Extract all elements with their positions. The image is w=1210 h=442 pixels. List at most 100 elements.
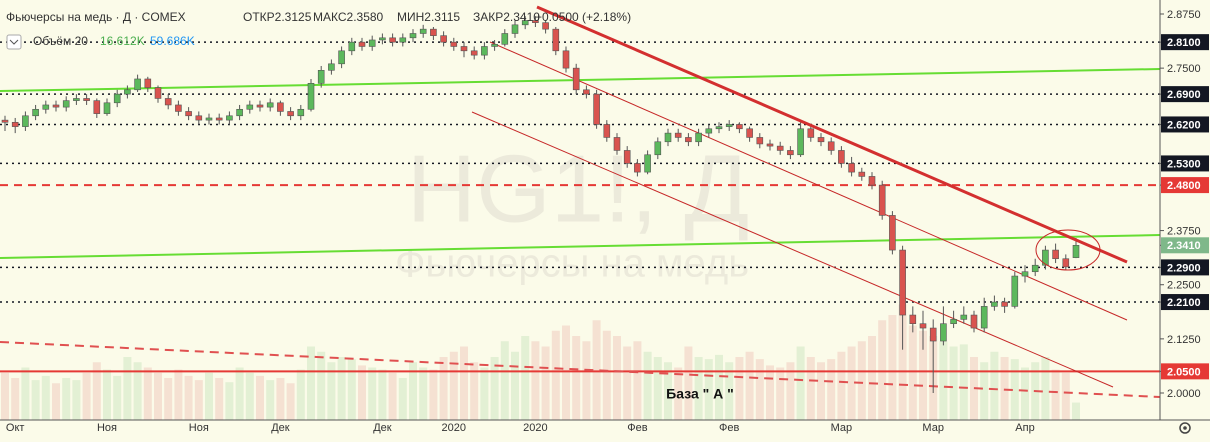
price-label-box [1161, 177, 1209, 194]
channel-line [489, 41, 1128, 321]
volume-bar [959, 344, 968, 420]
candle-layer [1, 16, 1080, 394]
candle-body [603, 124, 611, 138]
candle-body [236, 108, 243, 117]
candle-body [919, 323, 927, 329]
volume-bar [52, 383, 60, 420]
candle-body [521, 20, 529, 26]
settings-icon-center [1183, 426, 1187, 430]
candle-body [389, 37, 396, 43]
candle-body [277, 102, 284, 112]
volume-bar [307, 346, 315, 420]
volume-bar [276, 378, 285, 420]
volume-bar [500, 341, 509, 420]
candle-body [776, 145, 784, 151]
y-tick-label: 2.1250 [1167, 334, 1201, 346]
volume-bar [470, 362, 479, 420]
watermark-symbol: HG1!, Д [407, 135, 749, 242]
volume-bar [643, 351, 652, 420]
settings-button[interactable] [1179, 422, 1191, 434]
candle-body [1, 119, 9, 123]
ohlc-open: ОТКР2.3125 [243, 10, 312, 24]
price-label-box [1161, 294, 1209, 311]
volume-bar [613, 336, 621, 420]
x-tick-label: Фев [719, 422, 739, 434]
candle-body [328, 63, 335, 71]
candle-body [1062, 258, 1070, 268]
x-tick-label: Окт [6, 422, 25, 434]
volume-bar [490, 357, 499, 420]
candle-body [164, 98, 172, 106]
candle-body [848, 163, 855, 173]
volume-bar [398, 378, 407, 420]
volume-bar [878, 320, 887, 420]
volume-bar [919, 330, 927, 420]
candle-body [1001, 301, 1008, 307]
price-label-box [1161, 237, 1209, 254]
trend-line [536, 5, 1128, 264]
volume-bar [592, 320, 601, 420]
x-tick-label: Дек [271, 422, 290, 434]
candle-body [552, 28, 560, 52]
candle-body [542, 22, 549, 30]
volume-bar [378, 369, 387, 420]
candle-body [705, 128, 713, 134]
x-tick-label: Фев [627, 422, 647, 434]
candle-body [11, 121, 19, 127]
volume-bar [755, 359, 764, 420]
candle-body [62, 100, 70, 108]
volume-bar [939, 341, 948, 420]
highlight-ellipse [1035, 229, 1101, 271]
candle-body [1042, 249, 1049, 266]
candle-body [736, 124, 743, 130]
volume-bar [868, 336, 876, 420]
volume-bar [31, 380, 40, 420]
volume-bar [817, 362, 825, 420]
ohlc-high: МАКС2.3580 [313, 10, 384, 24]
candle-body [868, 176, 876, 186]
volume-bar [1041, 357, 1050, 420]
volume-bar [286, 383, 295, 420]
x-tick-label: Ноя [189, 422, 209, 434]
candle-body [205, 117, 213, 121]
volume-bar [358, 365, 366, 420]
candle-body [644, 154, 651, 173]
candle-body [317, 70, 325, 84]
volume-bar [1, 372, 9, 420]
candle-body [83, 98, 90, 101]
candle-body [93, 100, 101, 114]
collapse-icon [9, 39, 19, 45]
candle-body [134, 78, 141, 91]
price-label-box [1161, 155, 1209, 172]
volume-bar [551, 330, 560, 420]
collapse-button[interactable] [6, 34, 22, 50]
candle-body [368, 39, 376, 47]
y-tick-label: 2.8100 [1167, 37, 1201, 49]
candle-body [419, 28, 427, 34]
x-tick-label: Мар [831, 422, 853, 434]
candle-body [215, 117, 223, 121]
y-tick-label: 2.6200 [1167, 119, 1201, 131]
candle-body [950, 319, 957, 325]
annotation: База " А " [666, 386, 734, 402]
candle-body [756, 137, 764, 145]
y-tick-label: 2.6900 [1167, 89, 1201, 101]
candle-body [491, 44, 498, 47]
volume-bar [511, 351, 519, 420]
candle-body [481, 46, 488, 56]
volume-bar [1000, 357, 1009, 420]
volume-bar [164, 378, 173, 420]
candle-body [379, 37, 386, 41]
candle-body [440, 35, 447, 43]
volume-bar [857, 341, 866, 420]
candle-body [501, 33, 509, 45]
volume-bar [409, 362, 417, 420]
candle-body [685, 137, 692, 143]
y-tick-label: 2.0000 [1167, 388, 1201, 400]
volume-bar [439, 357, 448, 420]
candle-body [797, 128, 804, 156]
candle-body [909, 314, 917, 325]
volume-bar [296, 369, 305, 420]
volume-bar [460, 346, 468, 420]
candle-body [940, 323, 947, 342]
